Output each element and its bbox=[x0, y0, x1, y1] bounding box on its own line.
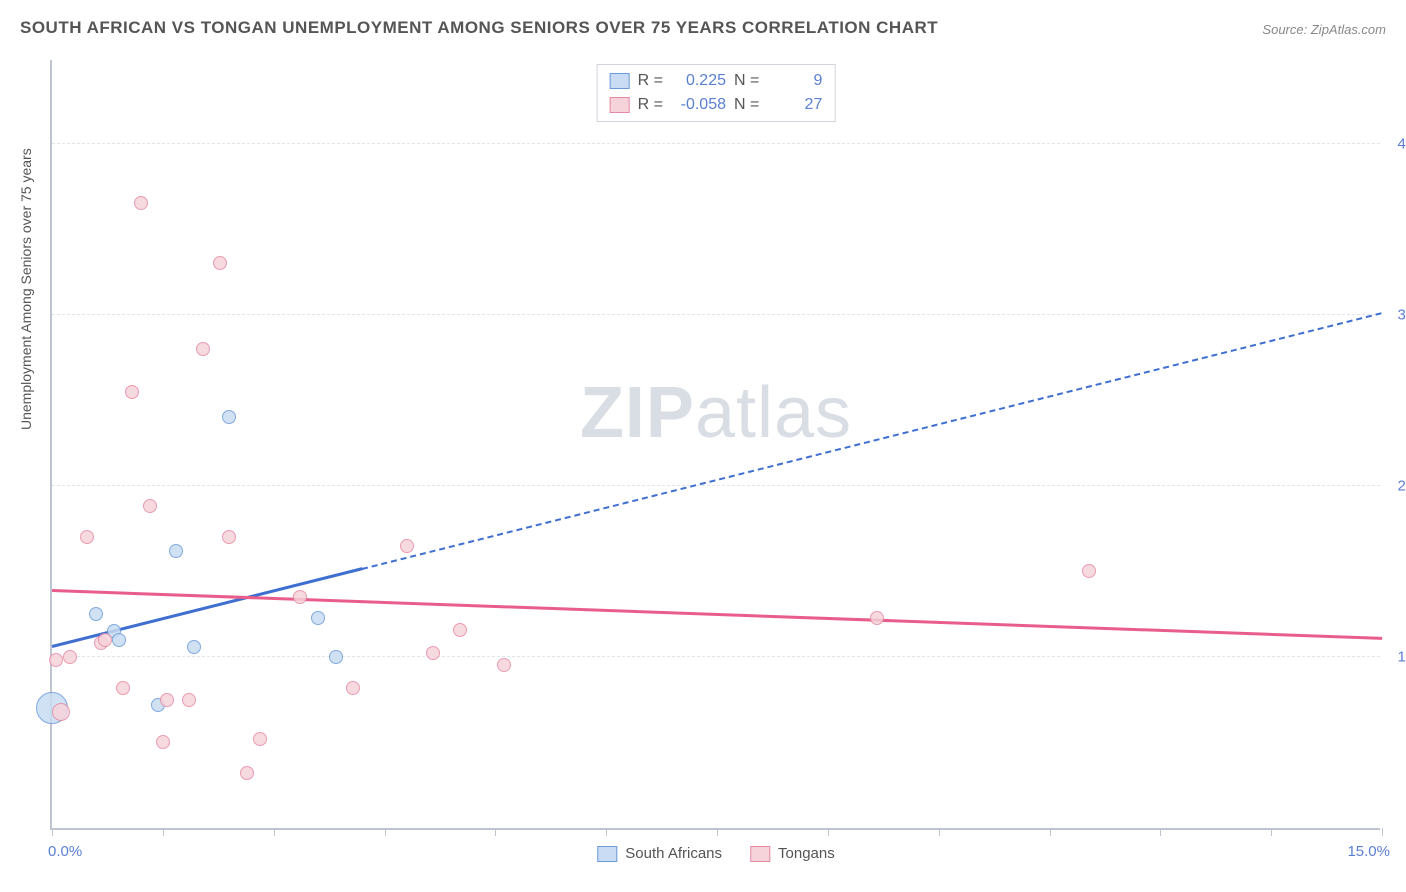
x-tick bbox=[1271, 828, 1272, 836]
data-point bbox=[98, 633, 112, 647]
x-tick-label: 15.0% bbox=[1347, 843, 1390, 860]
data-point bbox=[311, 611, 325, 625]
legend-r-label: R = bbox=[638, 69, 663, 93]
x-tick bbox=[274, 828, 275, 836]
data-point bbox=[49, 653, 63, 667]
legend-row: R = -0.058 N = 27 bbox=[610, 93, 823, 117]
legend-series-label-1: Tongans bbox=[778, 845, 835, 862]
data-point bbox=[196, 342, 210, 356]
legend-n-label: N = bbox=[734, 69, 759, 93]
y-tick-label: 40.0% bbox=[1385, 135, 1406, 152]
data-point bbox=[156, 735, 170, 749]
data-point bbox=[1082, 564, 1096, 578]
data-point bbox=[346, 681, 360, 695]
x-tick bbox=[163, 828, 164, 836]
x-tick bbox=[717, 828, 718, 836]
data-point bbox=[293, 590, 307, 604]
gridline bbox=[52, 485, 1380, 486]
legend-swatch-b0 bbox=[597, 846, 617, 862]
data-point bbox=[253, 732, 267, 746]
data-point bbox=[400, 539, 414, 553]
y-axis-label: Unemployment Among Seniors over 75 years bbox=[18, 148, 34, 430]
x-tick bbox=[1160, 828, 1161, 836]
data-point bbox=[134, 196, 148, 210]
x-tick bbox=[52, 828, 53, 836]
legend-row: R = 0.225 N = 9 bbox=[610, 69, 823, 93]
chart-title: SOUTH AFRICAN VS TONGAN UNEMPLOYMENT AMO… bbox=[20, 18, 938, 38]
x-tick bbox=[495, 828, 496, 836]
data-point bbox=[182, 693, 196, 707]
data-point bbox=[63, 650, 77, 664]
trend-line-extrapolated bbox=[362, 313, 1382, 571]
data-point bbox=[125, 385, 139, 399]
data-point bbox=[187, 640, 201, 654]
watermark-bold: ZIP bbox=[580, 373, 695, 453]
gridline bbox=[52, 143, 1380, 144]
x-tick-label: 0.0% bbox=[48, 843, 82, 860]
data-point bbox=[497, 658, 511, 672]
y-tick-label: 10.0% bbox=[1385, 648, 1406, 665]
x-tick bbox=[606, 828, 607, 836]
legend-r-label: R = bbox=[638, 93, 663, 117]
watermark-rest: atlas bbox=[695, 373, 852, 453]
x-tick bbox=[385, 828, 386, 836]
data-point bbox=[870, 611, 884, 625]
gridline bbox=[52, 656, 1380, 657]
data-point bbox=[112, 633, 126, 647]
data-point bbox=[222, 410, 236, 424]
x-tick bbox=[828, 828, 829, 836]
data-point bbox=[52, 703, 70, 721]
series-legend: South Africans Tongans bbox=[597, 845, 834, 862]
data-point bbox=[116, 681, 130, 695]
legend-n-value-0: 9 bbox=[767, 69, 822, 93]
source-attribution: Source: ZipAtlas.com bbox=[1262, 22, 1386, 37]
legend-swatch-0 bbox=[610, 73, 630, 89]
data-point bbox=[213, 256, 227, 270]
legend-swatch-b1 bbox=[750, 846, 770, 862]
y-tick-label: 20.0% bbox=[1385, 477, 1406, 494]
legend-n-label: N = bbox=[734, 93, 759, 117]
data-point bbox=[329, 650, 343, 664]
gridline bbox=[52, 314, 1380, 315]
data-point bbox=[143, 499, 157, 513]
trend-line bbox=[52, 589, 1382, 640]
legend-n-value-1: 27 bbox=[767, 93, 822, 117]
chart-plot-area: ZIPatlas R = 0.225 N = 9 R = -0.058 N = … bbox=[50, 60, 1380, 830]
data-point bbox=[80, 530, 94, 544]
data-point bbox=[222, 530, 236, 544]
x-tick bbox=[1050, 828, 1051, 836]
data-point bbox=[453, 623, 467, 637]
x-tick bbox=[1382, 828, 1383, 836]
data-point bbox=[89, 607, 103, 621]
source-label: Source: bbox=[1262, 22, 1307, 37]
data-point bbox=[426, 646, 440, 660]
watermark: ZIPatlas bbox=[580, 372, 852, 454]
data-point bbox=[160, 693, 174, 707]
legend-r-value-1: -0.058 bbox=[671, 93, 726, 117]
legend-series-label-0: South Africans bbox=[625, 845, 722, 862]
correlation-legend: R = 0.225 N = 9 R = -0.058 N = 27 bbox=[597, 64, 836, 122]
legend-swatch-1 bbox=[610, 97, 630, 113]
data-point bbox=[169, 544, 183, 558]
legend-r-value-0: 0.225 bbox=[671, 69, 726, 93]
source-value: ZipAtlas.com bbox=[1311, 22, 1386, 37]
x-tick bbox=[939, 828, 940, 836]
data-point bbox=[240, 766, 254, 780]
y-tick-label: 30.0% bbox=[1385, 306, 1406, 323]
legend-item: Tongans bbox=[750, 845, 835, 862]
legend-item: South Africans bbox=[597, 845, 722, 862]
